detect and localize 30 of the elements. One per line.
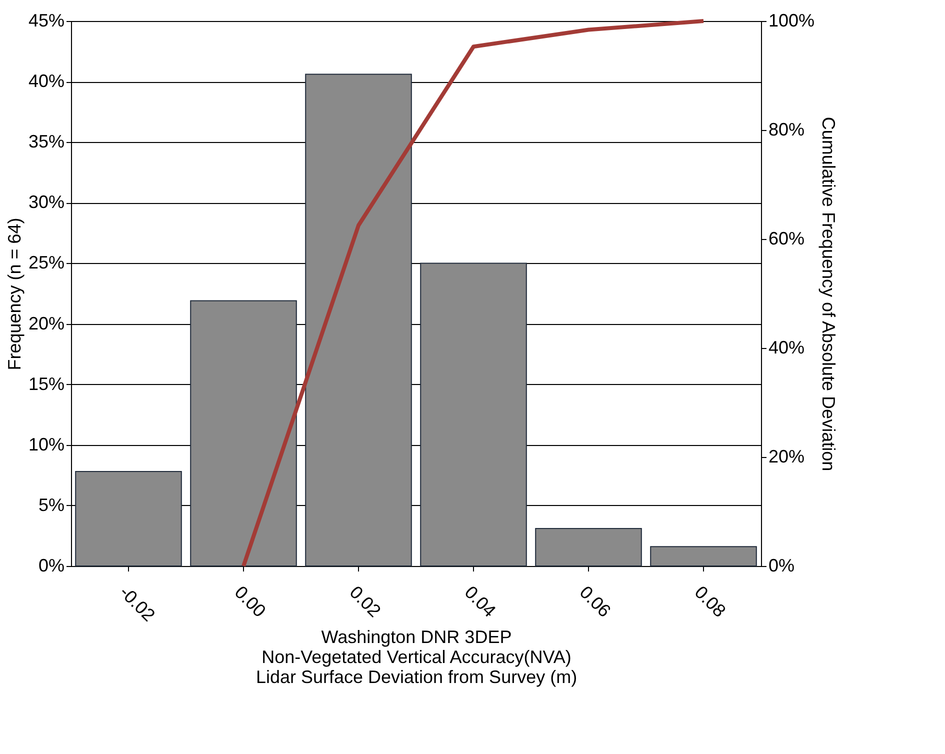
y-tick-label: 30%	[28, 192, 64, 212]
y2-tick-label: 20%	[768, 446, 805, 466]
y-tick-label: 0%	[38, 556, 64, 576]
x-tick-label: 0.00	[230, 582, 270, 622]
bar	[420, 262, 527, 566]
y-tick-label: 40%	[28, 71, 64, 92]
bar	[75, 471, 182, 566]
y2-tick-label: 80%	[768, 120, 805, 140]
y2-tick-label: 100%	[768, 10, 815, 30]
x-tick-label: 0.08	[690, 582, 730, 622]
bar	[650, 546, 757, 566]
bar	[535, 528, 642, 566]
bar	[305, 74, 412, 566]
x-tick-label: 0.04	[460, 582, 500, 622]
y2-axis-title: Cumulative Frequency of Absolute Deviation	[818, 116, 839, 472]
y-tick-label: 20%	[28, 313, 64, 334]
y2-tick-label: 40%	[768, 338, 805, 358]
y-tick-label: 10%	[28, 434, 64, 454]
line-series	[242, 19, 706, 568]
y2-tick-label: 60%	[768, 228, 805, 248]
y-tick-label: 5%	[38, 494, 64, 515]
y-tick-label: 15%	[28, 374, 64, 394]
y-tick-label: 45%	[28, 10, 64, 30]
bar	[190, 300, 297, 566]
y-axis-title: Frequency (n = 64)	[4, 218, 24, 370]
x-axis-title: Washington DNR 3DEP Non-Vegetated Vertical Accuracy(NVA) Lidar Surface Deviation from Survey (m)	[256, 627, 578, 688]
y-tick-label: 25%	[28, 252, 64, 273]
y2-tick-label: 0%	[768, 556, 795, 576]
x-tick-label: 0.06	[576, 582, 615, 622]
y-tick-label: 35%	[28, 132, 64, 152]
